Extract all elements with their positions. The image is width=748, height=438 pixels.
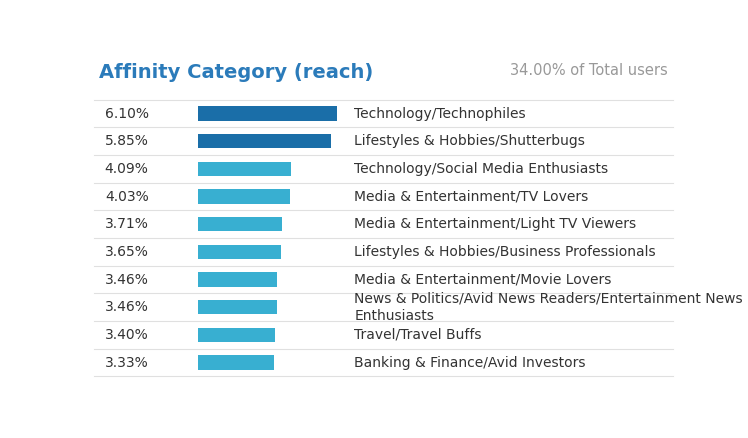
Text: 6.10%: 6.10% <box>105 106 149 120</box>
Text: Banking & Finance/Avid Investors: Banking & Finance/Avid Investors <box>355 356 586 370</box>
Text: 4.09%: 4.09% <box>105 162 149 176</box>
Text: 3.46%: 3.46% <box>105 272 149 286</box>
FancyBboxPatch shape <box>197 355 274 370</box>
Text: Lifestyles & Hobbies/Business Professionals: Lifestyles & Hobbies/Business Profession… <box>355 245 656 259</box>
Text: Travel/Travel Buffs: Travel/Travel Buffs <box>355 328 482 342</box>
Text: 3.33%: 3.33% <box>105 356 149 370</box>
Text: Media & Entertainment/Light TV Viewers: Media & Entertainment/Light TV Viewers <box>355 217 637 231</box>
Text: 3.40%: 3.40% <box>105 328 149 342</box>
Text: Technology/Social Media Enthusiasts: Technology/Social Media Enthusiasts <box>355 162 608 176</box>
FancyBboxPatch shape <box>197 162 291 176</box>
Text: News & Politics/Avid News Readers/Entertainment News
Enthusiasts: News & Politics/Avid News Readers/Entert… <box>355 292 743 323</box>
FancyBboxPatch shape <box>197 106 337 121</box>
Text: 5.85%: 5.85% <box>105 134 149 148</box>
Text: Affinity Category (reach): Affinity Category (reach) <box>99 63 373 81</box>
Text: 4.03%: 4.03% <box>105 190 149 204</box>
Text: Media & Entertainment/TV Lovers: Media & Entertainment/TV Lovers <box>355 190 589 204</box>
FancyBboxPatch shape <box>197 272 277 287</box>
Text: 3.46%: 3.46% <box>105 300 149 314</box>
FancyBboxPatch shape <box>197 189 289 204</box>
Text: 3.65%: 3.65% <box>105 245 149 259</box>
Text: Lifestyles & Hobbies/Shutterbugs: Lifestyles & Hobbies/Shutterbugs <box>355 134 585 148</box>
FancyBboxPatch shape <box>197 245 281 259</box>
Text: 3.71%: 3.71% <box>105 217 149 231</box>
FancyBboxPatch shape <box>197 328 275 342</box>
Text: 34.00% of Total users: 34.00% of Total users <box>509 63 667 78</box>
FancyBboxPatch shape <box>197 300 277 314</box>
Text: Media & Entertainment/Movie Lovers: Media & Entertainment/Movie Lovers <box>355 272 612 286</box>
FancyBboxPatch shape <box>197 217 283 231</box>
Text: Technology/Technophiles: Technology/Technophiles <box>355 106 526 120</box>
FancyBboxPatch shape <box>197 134 331 148</box>
